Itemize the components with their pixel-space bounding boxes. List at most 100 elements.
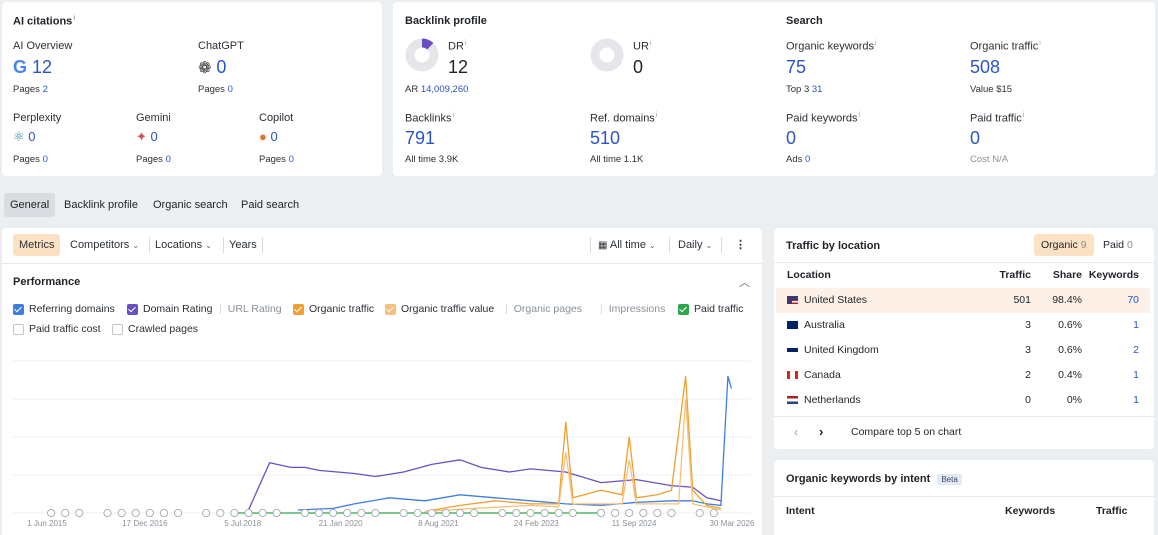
series-line-3 [424,398,722,513]
ai-overview-value[interactable]: G 12 [13,57,53,77]
google-update-marker [427,508,436,517]
organic-traffic-value[interactable]: 508 [970,57,1001,77]
location-label: United Kingdom [804,344,879,356]
ref-domains-label: Ref. domainsi [590,112,658,125]
col-intent: Intent [786,505,815,517]
chatgpt-label: ChatGPT [198,40,244,52]
gemini-value[interactable]: ✦ 0 [136,129,158,144]
x-tick-label: 30 Mar 2026 [710,519,755,528]
col-keywords[interactable]: Keywords [1088,269,1139,281]
google-update-marker [512,508,521,517]
location-row[interactable]: United States 501 98.4% 70 [776,288,1150,313]
col-intent-traffic[interactable]: Traffic [1096,505,1128,517]
metric-checkbox[interactable]: | Impressions [600,302,665,316]
location-keywords[interactable]: 1 [1133,319,1139,331]
location-share: 0% [1066,394,1082,406]
location-keywords[interactable]: 1 [1133,369,1139,381]
years-button[interactable]: Years [229,239,257,251]
paid-keywords-value[interactable]: 0 [786,128,797,148]
location-row[interactable]: Australia 3 0.6% 1 [776,313,1150,338]
location-traffic: 2 [1025,369,1031,381]
keywords-by-intent-card [774,460,1154,535]
tab-paid-search[interactable]: Paid search [241,199,300,211]
granularity-dropdown[interactable]: Daily ⌄ [678,239,713,251]
chevron-down-icon: ⌄ [205,241,212,250]
checkbox-label: Referring domains [29,303,115,315]
location-row[interactable]: Netherlands 0 0% 1 [776,388,1150,413]
google-update-marker [216,508,225,517]
google-update-marker [103,508,112,517]
checkbox-divider: | [219,303,222,315]
checkbox-icon [112,323,123,335]
col-intent-keywords[interactable]: Keywords [1005,505,1056,517]
metric-checkbox[interactable]: | Organic pages [505,302,582,316]
x-tick-label: 8 Aug 2021 [418,519,459,528]
location-traffic: 3 [1025,344,1031,356]
toolbar-divider [262,237,263,253]
metric-checkbox[interactable]: Paid traffic cost [13,322,101,336]
organic-toggle[interactable]: Organic 9 [1034,234,1094,256]
google-update-marker [371,508,380,517]
backlink-profile-card: Backlink profile DRi 12 AR 14,009,260 UR… [393,2,1155,176]
metric-checkbox[interactable]: | URL Rating [219,302,282,316]
checkbox-label: Impressions [608,303,666,315]
location-keywords[interactable]: 1 [1133,394,1139,406]
col-share[interactable]: Share [1052,269,1082,281]
ai-citations-title: AI citationsi [13,15,76,28]
ref-domains-value[interactable]: 510 [590,128,621,148]
flag-ca-icon [787,371,798,379]
gemini-icon: ✦ [136,129,147,144]
checkbox-icon [13,303,24,315]
metric-checkbox[interactable]: Organic traffic value [385,302,494,316]
chatgpt-value[interactable]: ❁ 0 [198,57,227,77]
location-header-border [774,262,1154,263]
competitors-dropdown[interactable]: Competitors ⌄ [70,239,140,251]
paid-toggle[interactable]: Paid 0 [1103,239,1133,251]
locations-dropdown[interactable]: Locations ⌄ [155,239,212,251]
next-arrow-icon[interactable]: › [819,424,824,439]
backlinks-value[interactable]: 791 [405,128,436,148]
prev-arrow-icon[interactable]: ‹ [794,425,798,439]
perplexity-value[interactable]: ⚛ 0 [13,129,36,144]
checkbox-divider: | [505,303,508,315]
tab-organic-search[interactable]: Organic search [153,199,228,211]
location-row[interactable]: Canada 2 0.4% 1 [776,363,1150,388]
checkbox-icon [13,323,24,335]
checkbox-label: Paid traffic [694,303,744,315]
location-keywords[interactable]: 70 [1127,294,1139,306]
collapse-icon[interactable]: ︿ [739,277,750,289]
compare-top5-link[interactable]: Compare top 5 on chart [851,426,962,438]
location-share: 98.4% [1052,294,1082,306]
metrics-button[interactable]: Metrics [13,234,61,256]
organic-keywords-value[interactable]: 75 [786,57,807,77]
x-tick-label: 5 Jul 2018 [224,519,261,528]
location-name: United States [787,294,867,306]
location-row[interactable]: United Kingdom 3 0.6% 2 [776,338,1150,363]
performance-card: Metrics Competitors ⌄ Locations ⌄ Years … [2,228,762,535]
copilot-value[interactable]: ● 0 [259,129,278,144]
google-update-marker [639,508,648,517]
metric-checkbox[interactable]: Organic traffic [293,302,374,316]
x-tick-label: 11 Sep 2024 [612,519,657,528]
col-traffic[interactable]: Traffic [999,269,1031,281]
metric-checkbox[interactable]: Paid traffic [678,302,743,316]
ai-citations-card: AI citationsi AI Overview G 12 Pages 2 C… [2,2,382,176]
checkbox-label: Paid traffic cost [29,323,101,335]
tab-general[interactable]: General [4,193,56,217]
more-options-icon[interactable]: ⋮ [735,239,746,251]
metric-checkbox[interactable]: Referring domains [13,302,115,316]
tab-backlink-profile[interactable]: Backlink profile [64,199,138,211]
location-label: United States [804,294,868,306]
checkbox-label: Domain Rating [143,303,213,315]
metric-checkbox[interactable]: Domain Rating [127,302,212,316]
organic-traffic-label: Organic traffici [970,40,1041,53]
google-update-marker [357,508,366,517]
google-update-marker [343,508,352,517]
location-keywords[interactable]: 2 [1133,344,1139,356]
perplexity-pages: Pages 0 [13,154,48,165]
organic-traffic-value-usd: Value $15 [970,84,1013,95]
date-range-dropdown[interactable]: ▦ All time ⌄ [598,239,656,251]
metric-checkbox[interactable]: Crawled pages [112,322,198,336]
google-update-marker [117,508,126,517]
paid-traffic-value[interactable]: 0 [970,128,981,148]
